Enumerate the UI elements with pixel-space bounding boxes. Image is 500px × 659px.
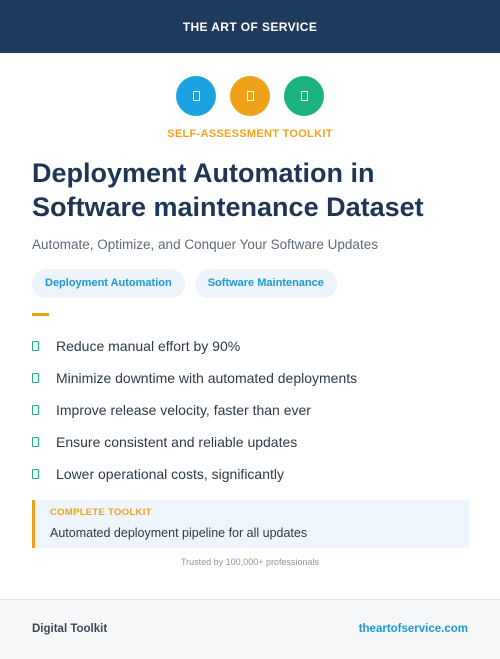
footer: Digital Toolkit theartofservice.com [0, 599, 500, 659]
toolkit-callout: COMPLETE TOOLKIT Automated deployment pi… [32, 500, 469, 548]
check-icon [32, 405, 39, 415]
document-icon [230, 76, 270, 116]
tag-deployment-automation: Deployment Automation [32, 269, 185, 298]
brand-name: THE ART OF SERVICE [182, 19, 318, 34]
document-icon [284, 76, 324, 116]
accent-rule [32, 313, 49, 316]
check-icon [32, 469, 39, 479]
check-icon [32, 341, 39, 351]
list-item: Improve release velocity, faster than ev… [32, 394, 357, 426]
list-item: Reduce manual effort by 90% [32, 330, 357, 362]
benefit-text: Minimize downtime with automated deploym… [56, 370, 358, 386]
benefit-text: Lower operational costs, significantly [56, 466, 285, 482]
benefit-text: Reduce manual effort by 90% [56, 338, 241, 354]
check-icon [32, 373, 39, 383]
document-icon [176, 76, 216, 116]
benefit-text: Ensure consistent and reliable updates [56, 434, 298, 450]
callout-label: COMPLETE TOOLKIT [50, 507, 152, 518]
benefit-text: Improve release velocity, faster than ev… [56, 402, 311, 418]
tag-software-maintenance: Software Maintenance [194, 269, 337, 298]
benefit-list: Reduce manual effort by 90% Minimize dow… [32, 330, 357, 490]
list-item: Lower operational costs, significantly [32, 458, 357, 490]
icon-row [0, 76, 500, 116]
tag-list: Deployment Automation Software Maintenan… [32, 269, 337, 298]
page-title: Deployment Automation in Software mainte… [32, 158, 424, 222]
trust-note: Trusted by 100,000+ professionals [180, 557, 319, 567]
check-icon [32, 437, 39, 447]
page-subtitle: Automate, Optimize, and Conquer Your Sof… [32, 237, 378, 252]
website-link[interactable]: theartofservice.com [358, 623, 468, 635]
callout-text: Automated deployment pipeline for all up… [50, 526, 308, 540]
list-item: Minimize downtime with automated deploym… [32, 362, 357, 394]
header-bar: THE ART OF SERVICE [0, 0, 500, 53]
toolkit-kicker: SELF-ASSESSMENT TOOLKIT [167, 128, 333, 140]
footer-label: Digital Toolkit [32, 623, 108, 635]
list-item: Ensure consistent and reliable updates [32, 426, 357, 458]
